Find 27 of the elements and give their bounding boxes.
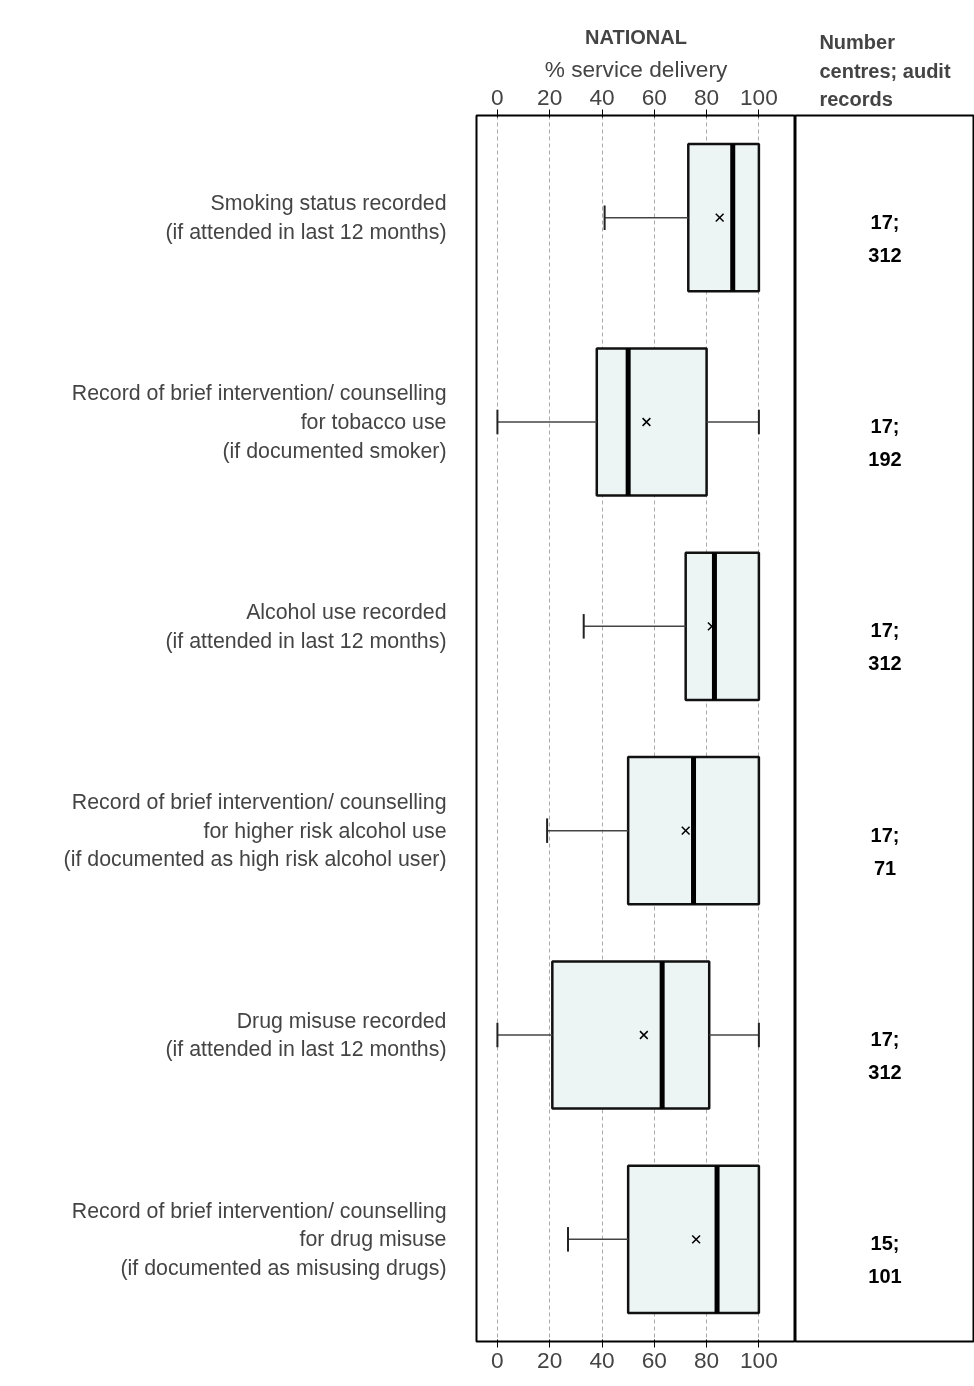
y-tick-label: Drug misuse recorded (if attended in last 12 months) xyxy=(165,1008,447,1062)
text: 17; 192 xyxy=(868,414,902,470)
y-tick-label: Smoking status recorded (if attended in last 12 months) xyxy=(165,191,447,245)
x-tick-label: 0 xyxy=(491,1346,504,1373)
x-tick-label: 100 xyxy=(739,1346,778,1373)
x2-tick-label: 100 xyxy=(739,83,778,110)
x-tick-label: 40 xyxy=(589,1346,615,1373)
text: Number centres; audit records xyxy=(819,31,951,111)
y-tick-label: Alcohol use recorded (if attended in last 12 months) xyxy=(165,599,447,653)
x-tick-label: 60 xyxy=(641,1346,667,1373)
text: 17; 71 xyxy=(870,823,900,879)
x2-tick-label: 40 xyxy=(589,83,615,110)
x2-tick-label: 80 xyxy=(694,83,720,110)
x-tick-label: 80 xyxy=(694,1346,720,1373)
text: 17; 312 xyxy=(868,619,902,675)
y-tick-label: Record of brief intervention/ counselling for drug misuse (if documented as misusing drugs) xyxy=(71,1198,447,1281)
x2-tick-label: 60 xyxy=(641,83,667,110)
text: 17; 312 xyxy=(868,210,902,266)
y-tick-label: Record of brief intervention/ counselling for tobacco use (if documented smoker) xyxy=(71,381,447,463)
x2-tick-label: 20 xyxy=(537,83,563,110)
x2-tick-label: 0 xyxy=(491,83,504,110)
x-axis-title: % service delivery xyxy=(544,55,728,82)
x-tick-label: 20 xyxy=(537,1346,563,1373)
text: 17; 312 xyxy=(868,1027,902,1083)
y-tick-label: Record of brief intervention/ counselling for higher risk alcohol use (if documented as high risk alcohol user) xyxy=(63,789,447,872)
text: 15; 101 xyxy=(868,1232,902,1288)
chart-title: NATIONAL xyxy=(585,25,687,48)
